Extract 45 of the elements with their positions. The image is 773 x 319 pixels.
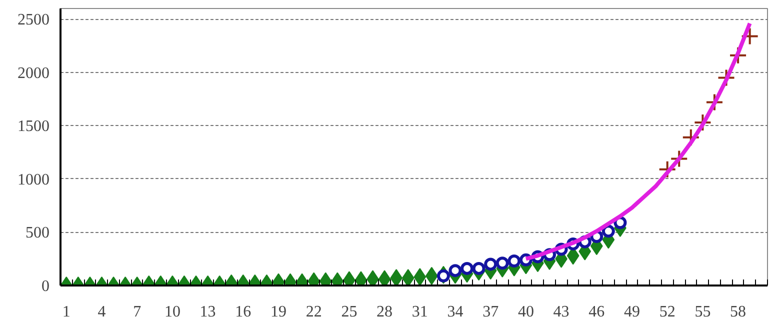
point (402, 269, 414, 286)
x-tick-label: 34 (447, 304, 464, 319)
y-tick-label: 1500 (18, 118, 50, 136)
point (448, 264, 462, 278)
y-tick-label: 2500 (18, 12, 50, 29)
x-tick-label: 43 (553, 304, 570, 319)
point (670, 150, 688, 168)
y-tick-label: 0 (42, 278, 50, 295)
point (436, 269, 450, 282)
point (472, 262, 486, 275)
x-tick-label: 28 (376, 304, 393, 319)
x-tick-label: 52 (659, 304, 676, 319)
x-tick-label: 1 (62, 304, 70, 319)
y-tick-label: 500 (26, 224, 50, 242)
point (484, 258, 498, 271)
x-tick-label: 22 (306, 304, 322, 319)
x-tick-label: 7 (133, 304, 142, 319)
point (460, 262, 474, 275)
point (717, 68, 736, 87)
x-tick-label: 4 (98, 304, 106, 319)
x-tick-label: 40 (518, 304, 534, 319)
x-tick-label: 16 (235, 304, 252, 319)
x-tick-label: 19 (270, 304, 286, 319)
x-tick-label: 37 (482, 304, 499, 319)
point (740, 27, 759, 46)
x-tick-label: 46 (588, 304, 605, 319)
point (414, 268, 426, 286)
x-tick-label: 25 (341, 304, 358, 319)
y-tick-label: 1000 (18, 171, 50, 188)
point (682, 128, 700, 146)
point (508, 254, 521, 268)
x-tick-label: 55 (694, 304, 711, 319)
x-tick-label: 13 (200, 304, 216, 319)
point (390, 269, 402, 286)
y-tick-label: 2000 (18, 64, 50, 82)
point (602, 224, 615, 238)
point (705, 93, 724, 112)
point (694, 113, 712, 132)
point (496, 256, 509, 270)
point (729, 46, 748, 64)
x-tick-label: 10 (164, 304, 180, 319)
x-tick-label: 49 (624, 304, 640, 319)
x-tick-label: 31 (412, 304, 428, 319)
point (658, 160, 676, 178)
x-tick-label: 58 (730, 304, 746, 319)
